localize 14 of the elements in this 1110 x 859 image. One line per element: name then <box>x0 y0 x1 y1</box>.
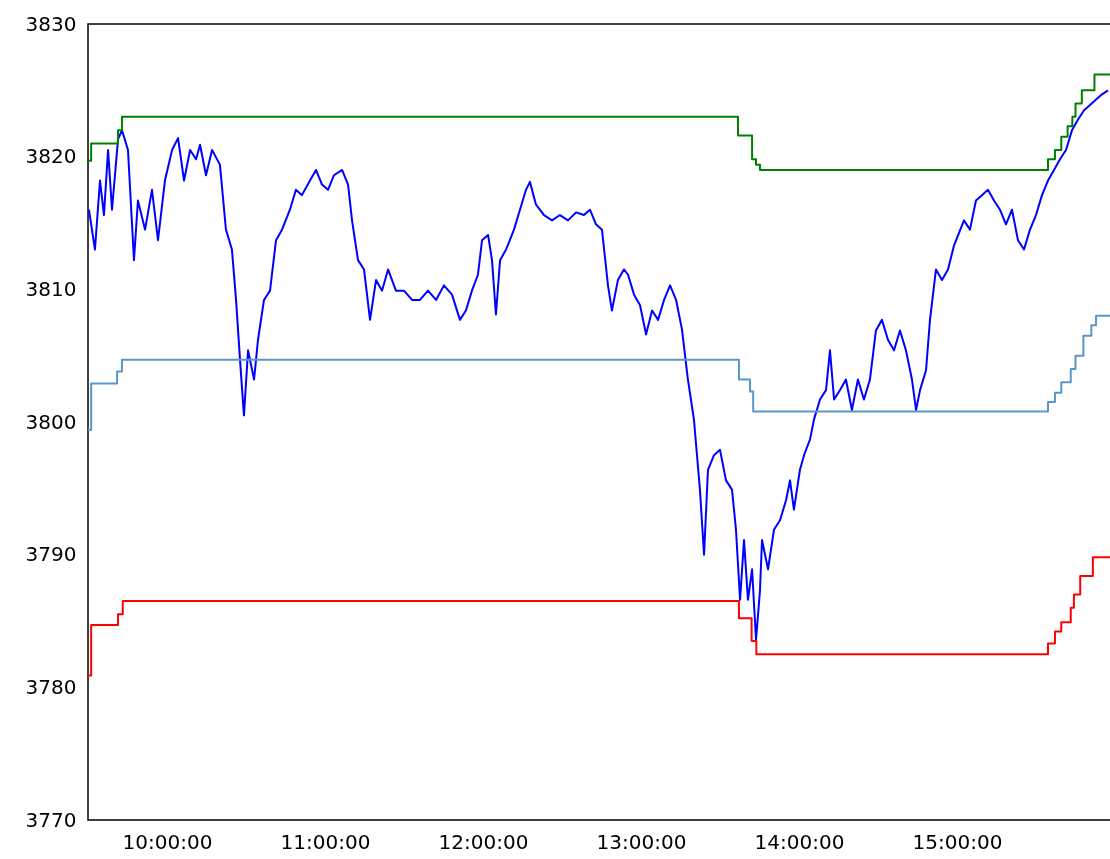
x-tick-label: 14:00:00 <box>754 829 845 854</box>
line-series <box>88 89 1110 641</box>
y-tick-label: 3790 <box>25 542 77 567</box>
y-tick-label: 3780 <box>25 674 77 699</box>
y-tick-label: 3800 <box>25 409 77 434</box>
x-tick-label: 12:00:00 <box>438 829 529 854</box>
x-tick-label: 13:00:00 <box>596 829 687 854</box>
y-tick-label: 3810 <box>25 276 77 301</box>
x-tick-label: 10:00:00 <box>122 829 213 854</box>
y-tick-label: 3830 <box>25 11 77 36</box>
x-tick-label: 15:00:00 <box>912 829 1003 854</box>
y-tick-label: 3770 <box>25 807 77 832</box>
y-tick-label: 3820 <box>25 144 77 169</box>
x-tick-label: 11:00:00 <box>280 829 371 854</box>
